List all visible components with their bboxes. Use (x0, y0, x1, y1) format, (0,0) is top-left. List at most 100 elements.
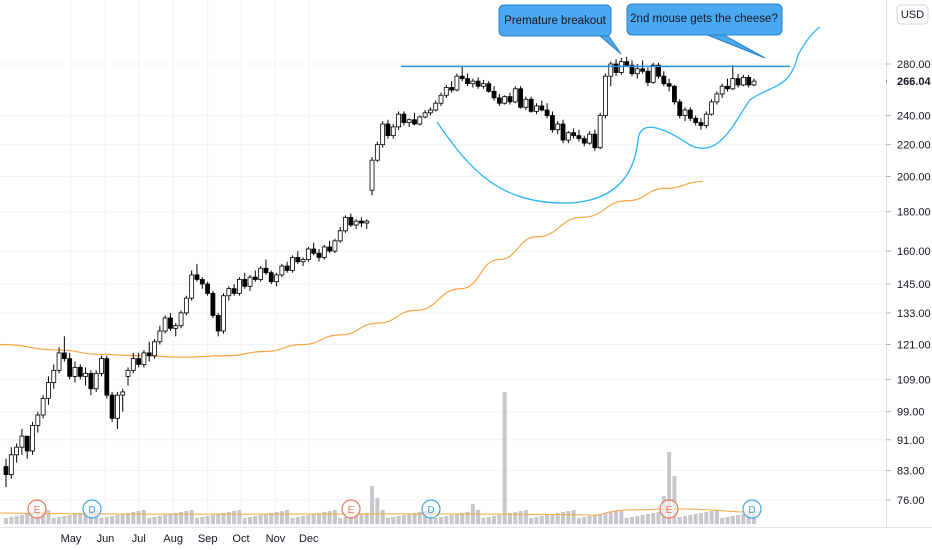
volume-bar (311, 514, 316, 524)
callout-second-mouse[interactable]: 2nd mouse gets the cheese? (626, 3, 783, 59)
candle-up (183, 297, 189, 314)
volume-bar (301, 516, 306, 524)
candle-down (592, 133, 598, 149)
volume-bar (502, 392, 507, 524)
candle-up (14, 446, 20, 456)
earnings-event-label: E (348, 505, 355, 516)
candle-up (751, 80, 757, 86)
candle-down (640, 68, 645, 72)
candle-down (311, 248, 317, 254)
callout-premature-breakout-text: Premature breakout (504, 15, 606, 27)
ytick-label: 145.00 (897, 279, 931, 291)
volume-bar (14, 516, 19, 524)
candle-down (385, 123, 391, 137)
candle-down (199, 279, 205, 285)
candle-down (491, 90, 497, 99)
volume-bar (720, 518, 725, 524)
candle-up (587, 133, 592, 144)
callout-premature-breakout[interactable]: Premature breakout (498, 4, 622, 55)
earnings-event-marker (341, 499, 361, 519)
volume-bar (316, 513, 321, 524)
volume-bar (640, 515, 645, 524)
volume-bar (592, 515, 597, 524)
volume-bar (677, 517, 682, 524)
last-price-label: 266.04 (897, 76, 932, 88)
candle-up (99, 358, 104, 374)
candle-up (19, 435, 25, 448)
time-axis[interactable]: May Jun Jul Aug Sep Oct Nov Dec (61, 533, 319, 545)
volume-bar (194, 518, 199, 524)
volume-bar (385, 518, 390, 524)
volume-bar (746, 513, 751, 524)
volume-bar (582, 517, 587, 524)
volume-bar (608, 512, 613, 524)
candle-up (115, 394, 120, 419)
candle-up (719, 85, 725, 95)
volume-bar (72, 514, 77, 524)
volume-bar (57, 517, 62, 524)
candle-down (327, 246, 333, 252)
last-price-marker: 266.04 (887, 73, 932, 90)
candle-down (507, 96, 513, 103)
volume-bar (136, 511, 141, 524)
volume-bar (343, 517, 348, 524)
candle-up (682, 109, 688, 116)
candle-up (120, 391, 126, 396)
candle-down (205, 283, 210, 294)
volume-bar (624, 518, 629, 524)
candle-up (565, 132, 571, 141)
candle-down (465, 78, 470, 85)
candle-up (157, 330, 163, 343)
moving-average-line (0, 180, 704, 358)
volume-bar (513, 512, 518, 524)
candle-down (359, 220, 364, 224)
earnings-event-marker (27, 499, 47, 519)
candle-up (35, 414, 41, 426)
volume-bar (4, 518, 8, 524)
dividend-event-label: D (427, 505, 434, 516)
candle-up (152, 341, 157, 357)
volume-bar (163, 515, 168, 524)
candle-up (30, 424, 35, 452)
candle-up (125, 369, 131, 377)
xtick-label: Jul (132, 533, 146, 545)
volume-bar (253, 516, 258, 524)
volume-bar (741, 514, 746, 524)
ytick-label: 76.00 (897, 495, 925, 507)
candle-down (242, 279, 248, 287)
candle-up (502, 96, 508, 104)
candle-up (390, 126, 396, 137)
ytick-label: 109.00 (897, 374, 931, 386)
candle-down (624, 61, 630, 66)
candle-up (369, 159, 375, 191)
volume-bar (19, 515, 24, 524)
candle-down (544, 109, 550, 116)
candle-down (104, 358, 110, 396)
candle-up (279, 265, 285, 276)
dividend-event-marker (742, 499, 762, 519)
volume-bar (439, 517, 444, 524)
volume-bar (237, 510, 242, 524)
dividend-event-label: D (748, 505, 755, 516)
candle-up (709, 101, 714, 115)
volume-bar (157, 516, 162, 524)
candle-up (555, 123, 561, 131)
price-axis[interactable]: 280.00 240.00 220.00 200.00 180.00 160.00 145.… (886, 59, 931, 507)
candle-down (194, 274, 200, 280)
earnings-event-label: E (34, 505, 41, 516)
volume-bar (46, 510, 51, 524)
volume-bar (683, 516, 688, 524)
volume-bar (216, 514, 221, 524)
currency-badge[interactable]: USD (896, 4, 929, 25)
candle-up (237, 279, 242, 294)
candle-up (534, 105, 539, 112)
volume-bar (645, 514, 650, 524)
volume-bar (587, 516, 592, 524)
volume-bar (359, 514, 364, 524)
volume-bar (619, 510, 624, 524)
volume-bar (110, 516, 115, 524)
candle-up (162, 317, 168, 332)
volume-bar (391, 517, 396, 524)
volume-bar (274, 512, 279, 524)
